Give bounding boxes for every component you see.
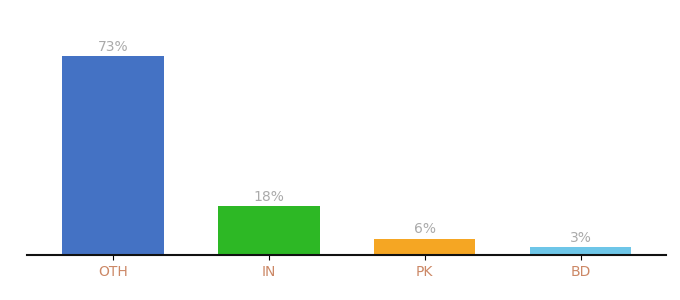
Bar [374, 238, 475, 255]
Text: 73%: 73% [98, 40, 129, 54]
Text: 3%: 3% [570, 231, 592, 244]
Text: 6%: 6% [413, 223, 436, 236]
Bar [530, 247, 631, 255]
Bar [218, 206, 320, 255]
Bar [63, 56, 164, 255]
Text: 18%: 18% [254, 190, 284, 204]
